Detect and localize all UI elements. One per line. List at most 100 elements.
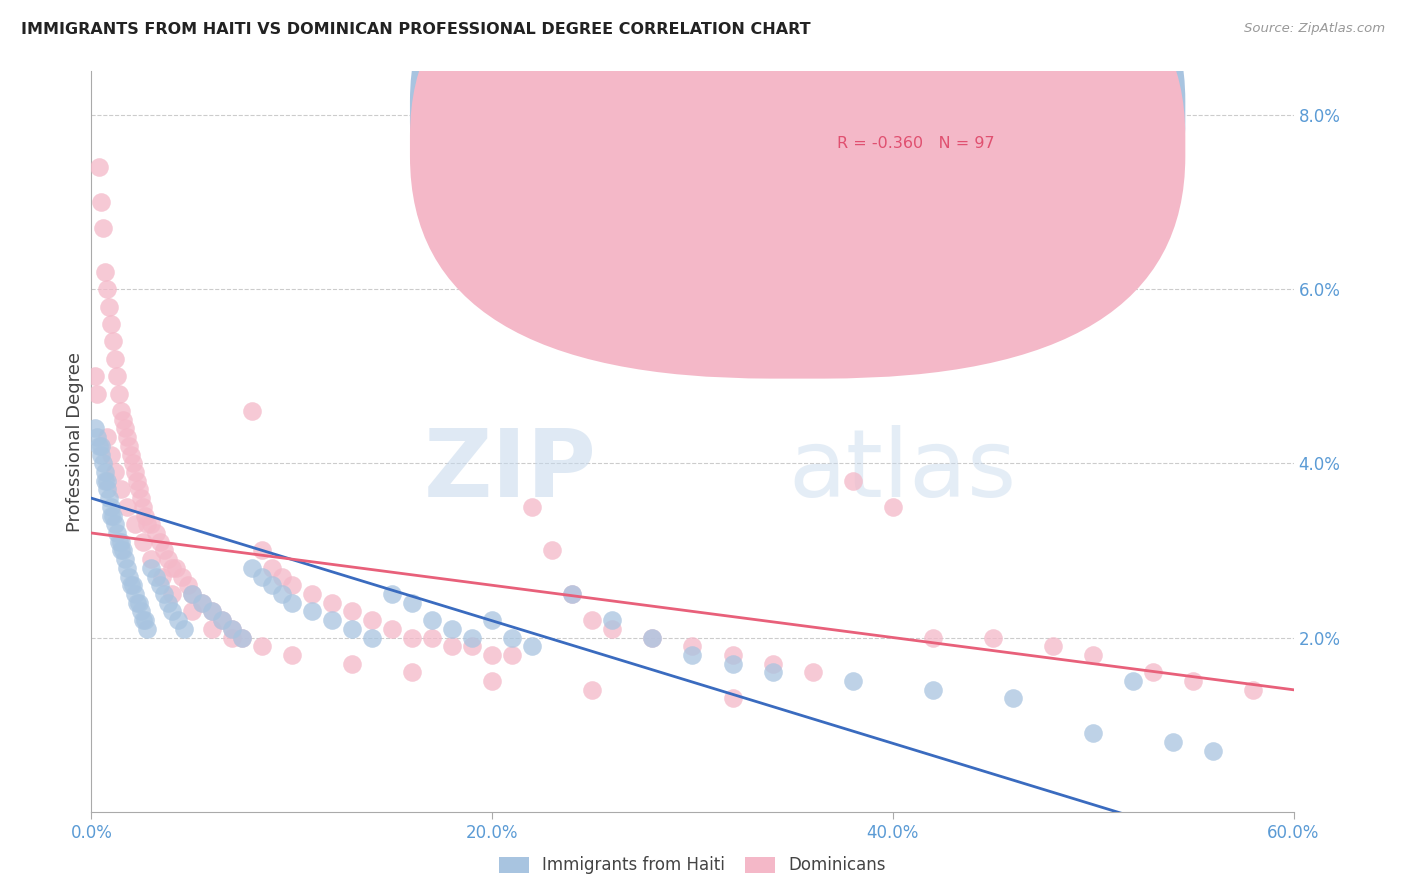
Point bbox=[721, 657, 744, 671]
Text: R = -0.360   N = 97: R = -0.360 N = 97 bbox=[837, 136, 994, 151]
Point bbox=[270, 587, 292, 601]
Point bbox=[981, 631, 1004, 645]
Point bbox=[1042, 639, 1064, 653]
Point bbox=[89, 439, 111, 453]
Point bbox=[641, 631, 664, 645]
Point bbox=[121, 578, 143, 592]
Point bbox=[301, 587, 323, 601]
Point bbox=[165, 561, 187, 575]
Point bbox=[420, 631, 443, 645]
Point bbox=[128, 483, 150, 497]
Point bbox=[103, 334, 125, 349]
Point bbox=[145, 569, 167, 583]
Point bbox=[132, 534, 155, 549]
Point bbox=[522, 639, 544, 653]
Point bbox=[141, 517, 163, 532]
Point bbox=[108, 534, 131, 549]
Text: IMMIGRANTS FROM HAITI VS DOMINICAN PROFESSIONAL DEGREE CORRELATION CHART: IMMIGRANTS FROM HAITI VS DOMINICAN PROFE… bbox=[21, 22, 811, 37]
Point bbox=[841, 474, 863, 488]
Point bbox=[152, 543, 174, 558]
Point bbox=[131, 604, 153, 618]
Point bbox=[160, 604, 183, 618]
Point bbox=[381, 587, 404, 601]
Point bbox=[114, 421, 136, 435]
Point bbox=[136, 622, 159, 636]
Point bbox=[108, 386, 131, 401]
Point bbox=[401, 596, 423, 610]
Point bbox=[84, 421, 107, 435]
Point bbox=[118, 439, 141, 453]
Point bbox=[96, 430, 118, 444]
Point bbox=[131, 491, 153, 505]
Point bbox=[145, 526, 167, 541]
Point bbox=[166, 613, 188, 627]
Point bbox=[89, 160, 111, 174]
Point bbox=[340, 657, 363, 671]
Point bbox=[90, 448, 112, 462]
Point bbox=[180, 604, 202, 618]
Point bbox=[1182, 674, 1205, 689]
Point bbox=[440, 622, 463, 636]
Point bbox=[94, 474, 117, 488]
Point bbox=[148, 578, 170, 592]
Point bbox=[180, 587, 202, 601]
Point bbox=[211, 613, 233, 627]
Point bbox=[1001, 691, 1024, 706]
Point bbox=[882, 500, 904, 514]
Point bbox=[461, 639, 484, 653]
Point bbox=[134, 508, 156, 523]
Point bbox=[721, 691, 744, 706]
Point bbox=[127, 596, 149, 610]
Point bbox=[132, 500, 155, 514]
Point bbox=[561, 587, 583, 601]
Point bbox=[190, 596, 212, 610]
Point bbox=[260, 578, 283, 592]
Point bbox=[86, 430, 108, 444]
Point bbox=[221, 622, 243, 636]
Text: ZIP: ZIP bbox=[423, 425, 596, 517]
Point bbox=[201, 604, 224, 618]
Point bbox=[141, 561, 163, 575]
Point bbox=[762, 665, 785, 680]
Point bbox=[124, 465, 146, 479]
Point bbox=[321, 596, 343, 610]
Point bbox=[922, 682, 945, 697]
Point bbox=[104, 517, 127, 532]
Point bbox=[136, 517, 159, 532]
Point bbox=[360, 613, 382, 627]
Point bbox=[231, 631, 253, 645]
Point bbox=[86, 386, 108, 401]
Point bbox=[221, 622, 243, 636]
Point bbox=[201, 604, 224, 618]
Point bbox=[201, 622, 224, 636]
Point bbox=[922, 631, 945, 645]
Point bbox=[1083, 726, 1105, 740]
Point bbox=[641, 631, 664, 645]
Point bbox=[98, 491, 121, 505]
Text: Source: ZipAtlas.com: Source: ZipAtlas.com bbox=[1244, 22, 1385, 36]
Point bbox=[110, 483, 132, 497]
Point bbox=[93, 456, 115, 470]
Point bbox=[281, 596, 304, 610]
Point bbox=[103, 508, 125, 523]
Point bbox=[1083, 648, 1105, 662]
Text: atlas: atlas bbox=[789, 425, 1017, 517]
Point bbox=[94, 265, 117, 279]
Point bbox=[602, 622, 624, 636]
Point bbox=[110, 543, 132, 558]
Point bbox=[93, 221, 115, 235]
Point bbox=[112, 413, 135, 427]
Point bbox=[128, 596, 150, 610]
Point bbox=[581, 682, 603, 697]
Point bbox=[141, 552, 163, 566]
Point bbox=[122, 456, 145, 470]
Point bbox=[134, 613, 156, 627]
Point bbox=[681, 639, 703, 653]
Point bbox=[100, 508, 122, 523]
Point bbox=[281, 648, 304, 662]
Point bbox=[94, 465, 117, 479]
Point bbox=[522, 500, 544, 514]
Point bbox=[121, 448, 143, 462]
Point bbox=[481, 648, 503, 662]
Point bbox=[114, 552, 136, 566]
